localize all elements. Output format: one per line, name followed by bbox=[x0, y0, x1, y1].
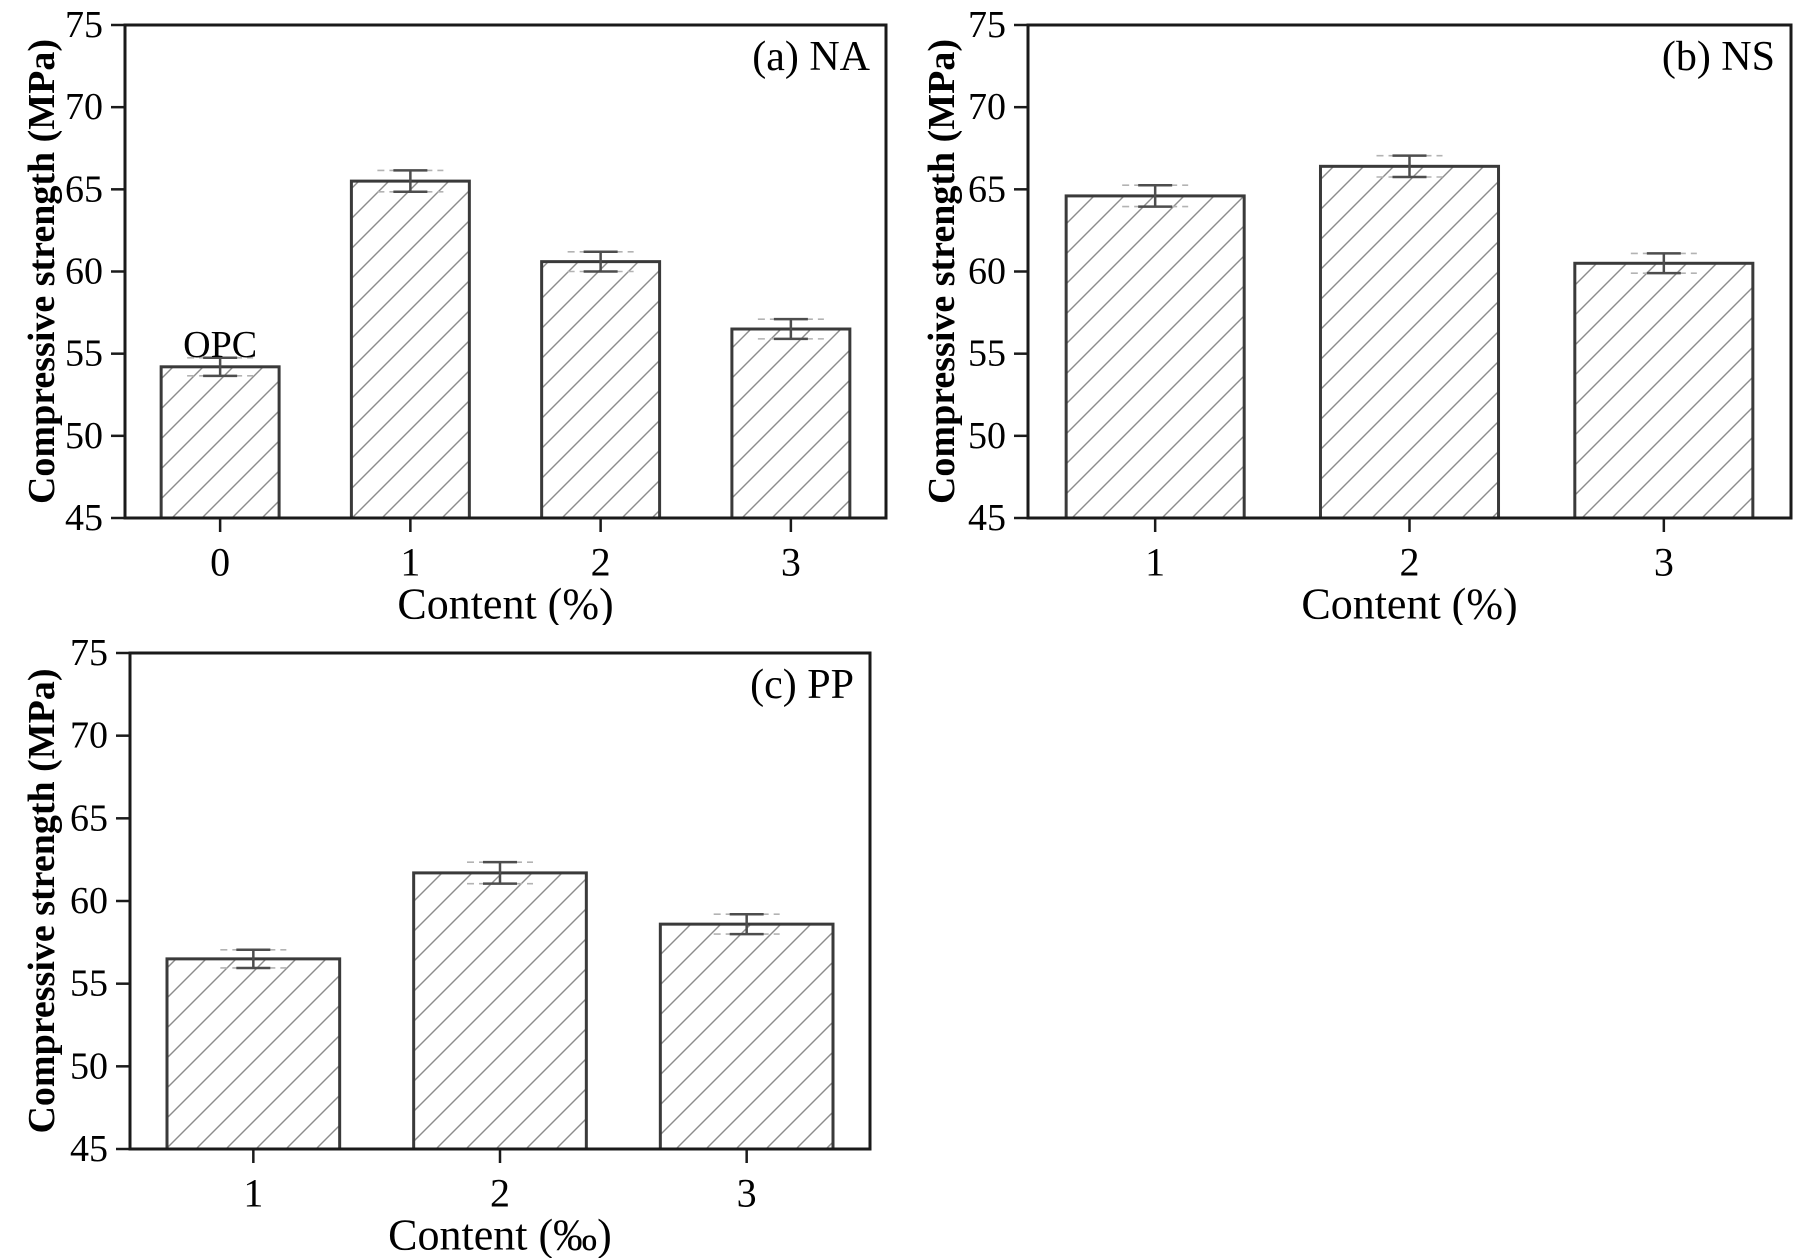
chart-panel-c-pp: 45 50 55 60 65 70 75 1 2 3 Content (‰) Compressive … bbox=[0, 625, 900, 1258]
y-tick-label: 60 bbox=[968, 251, 1006, 293]
x-tick-label: 1 bbox=[1145, 540, 1165, 585]
annotation-opc: OPC bbox=[183, 324, 257, 366]
error-bar-c-1 bbox=[220, 948, 287, 970]
bar-a-2 bbox=[540, 260, 662, 520]
bars-group bbox=[165, 860, 835, 1151]
chart-panel-b-ns: 45 50 55 60 65 70 75 1 2 3 Content (%) Compressive … bbox=[900, 0, 1804, 629]
panel-title-c: (c) PP bbox=[750, 662, 854, 708]
x-tick-label: 2 bbox=[1400, 540, 1420, 585]
x-tick-label: 1 bbox=[243, 1171, 263, 1216]
x-axis-ticks: 1 2 3 bbox=[1145, 518, 1674, 585]
bars-group bbox=[159, 169, 852, 520]
y-tick-label: 45 bbox=[70, 1128, 108, 1170]
error-bar-a-3 bbox=[757, 317, 824, 341]
x-tick-label: 2 bbox=[591, 540, 611, 585]
y-axis-ticks: 45 50 55 60 65 70 75 bbox=[65, 4, 125, 539]
y-tick-label: 50 bbox=[65, 415, 103, 457]
x-axis-label: Content (%) bbox=[397, 580, 613, 626]
y-tick-label: 70 bbox=[65, 86, 103, 128]
error-bar-c-2 bbox=[467, 860, 533, 885]
chart-panel-a-na: 45 50 55 60 65 70 75 0 1 2 3 Content (%) Compressive… bbox=[0, 0, 900, 629]
x-axis-ticks: 0 1 2 3 bbox=[210, 518, 801, 585]
x-tick-label: 3 bbox=[781, 540, 801, 585]
bar-c-3 bbox=[658, 922, 835, 1151]
y-tick-label: 65 bbox=[968, 168, 1006, 210]
y-tick-label: 55 bbox=[65, 333, 103, 375]
y-tick-label: 75 bbox=[968, 4, 1006, 46]
error-bar-b-2 bbox=[1376, 154, 1443, 179]
y-tick-label: 55 bbox=[968, 333, 1006, 375]
x-tick-label: 2 bbox=[490, 1171, 510, 1216]
y-axis-label: Compressive strength (MPa) bbox=[21, 668, 63, 1133]
x-axis-label: Content (‰) bbox=[388, 1211, 612, 1258]
y-axis-ticks: 45 50 55 60 65 70 75 bbox=[70, 632, 130, 1170]
y-tick-label: 70 bbox=[968, 86, 1006, 128]
panel-title-b: (b) NS bbox=[1662, 34, 1775, 80]
chart-svg-b: 45 50 55 60 65 70 75 1 2 3 Content (%) Compressive … bbox=[921, 4, 1793, 629]
y-axis-ticks: 45 50 55 60 65 70 75 bbox=[968, 4, 1028, 539]
bar-b-2 bbox=[1318, 164, 1501, 520]
y-tick-label: 50 bbox=[70, 1045, 108, 1087]
y-tick-label: 65 bbox=[70, 797, 108, 839]
bar-a-1 bbox=[349, 179, 471, 520]
error-bar-a-1 bbox=[377, 169, 444, 194]
panel-title-a: (a) NA bbox=[752, 34, 870, 80]
y-tick-label: 75 bbox=[70, 632, 108, 674]
y-tick-label: 45 bbox=[968, 497, 1006, 539]
error-bar-a-2 bbox=[567, 250, 634, 273]
error-bar-b-3 bbox=[1630, 252, 1697, 275]
y-tick-label: 60 bbox=[65, 251, 103, 293]
bar-a-3 bbox=[730, 327, 852, 520]
bar-c-1 bbox=[165, 957, 342, 1151]
x-axis-ticks: 1 2 3 bbox=[243, 1149, 757, 1216]
error-bar-a-0 bbox=[187, 356, 254, 378]
chart-svg-c: 45 50 55 60 65 70 75 1 2 3 Content (‰) Compressive … bbox=[21, 632, 872, 1258]
y-tick-label: 60 bbox=[70, 880, 108, 922]
y-tick-label: 55 bbox=[70, 963, 108, 1005]
bars-group bbox=[1064, 154, 1755, 520]
error-bar-c-3 bbox=[713, 912, 780, 936]
y-tick-label: 75 bbox=[65, 4, 103, 46]
chart-svg-a: 45 50 55 60 65 70 75 0 1 2 3 Content (%) Compressive… bbox=[21, 4, 888, 629]
bar-c-2 bbox=[412, 871, 588, 1151]
y-tick-label: 45 bbox=[65, 497, 103, 539]
bar-b-3 bbox=[1573, 261, 1755, 520]
x-tick-label: 3 bbox=[737, 1171, 757, 1216]
y-tick-label: 70 bbox=[70, 715, 108, 757]
y-axis-label: Compressive strength (MPa) bbox=[21, 39, 63, 504]
error-bar-b-1 bbox=[1122, 183, 1189, 208]
x-tick-label: 0 bbox=[210, 540, 230, 585]
bar-a-0 bbox=[159, 365, 281, 520]
bar-b-1 bbox=[1064, 194, 1246, 520]
y-tick-label: 65 bbox=[65, 168, 103, 210]
x-tick-label: 1 bbox=[400, 540, 420, 585]
x-axis-label: Content (%) bbox=[1301, 580, 1517, 626]
x-tick-label: 3 bbox=[1654, 540, 1674, 585]
y-tick-label: 50 bbox=[968, 415, 1006, 457]
y-axis-label: Compressive strength (MPa) bbox=[921, 39, 963, 504]
